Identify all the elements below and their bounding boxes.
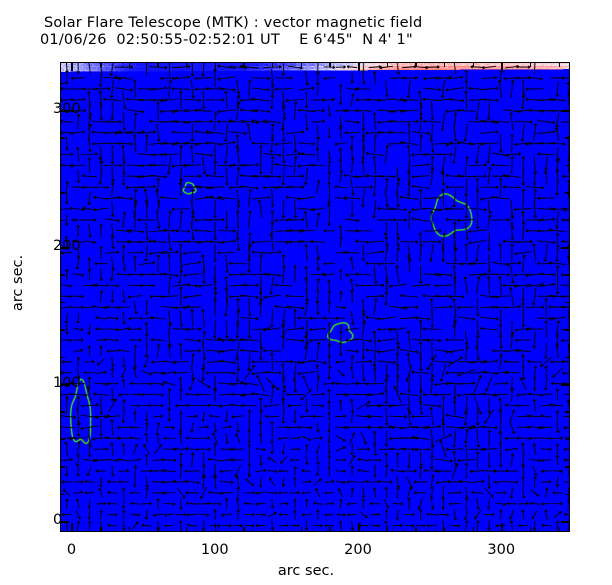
axis-tick	[128, 62, 131, 67]
axis-tick	[60, 356, 65, 358]
axis-tick	[60, 246, 69, 249]
axis-tick	[60, 109, 69, 112]
axis-tick	[60, 329, 65, 331]
axis-tick	[357, 523, 360, 532]
axis-tick	[415, 62, 417, 67]
axis-tick	[565, 411, 570, 413]
axis-tick	[561, 109, 570, 112]
axis-tick	[71, 523, 74, 532]
axis-tick	[565, 438, 570, 441]
axis-tick	[100, 62, 102, 67]
x-axis-title: arc sec.	[277, 563, 335, 579]
axis-tick-label: 100	[200, 542, 229, 558]
axis-tick	[157, 527, 159, 532]
axis-tick	[60, 301, 65, 304]
axis-tick	[565, 137, 570, 139]
axis-tick	[214, 523, 217, 532]
axis-tick	[157, 62, 159, 67]
axis-tick	[565, 329, 570, 331]
axis-tick	[272, 527, 274, 532]
axis-tick	[329, 62, 331, 67]
axis-tick	[501, 62, 503, 71]
axis-tick	[561, 384, 570, 386]
axis-tick	[565, 82, 570, 84]
axis-tick	[60, 219, 65, 221]
figure-title: Solar Flare Telescope (MTK) : vector mag…	[44, 15, 423, 31]
axis-tick	[565, 274, 570, 276]
axis-tick	[300, 527, 303, 532]
axis-tick	[60, 274, 65, 276]
axis-tick-label: 0	[66, 542, 77, 558]
axis-tick	[501, 523, 503, 532]
axis-tick	[472, 62, 474, 67]
axis-tick	[415, 527, 417, 532]
axis-tick	[561, 521, 570, 523]
magnetogram-canvas	[61, 63, 569, 531]
axis-tick	[561, 246, 570, 249]
axis-tick	[386, 527, 389, 532]
axis-tick	[100, 527, 102, 532]
axis-tick	[565, 164, 570, 167]
axis-tick	[60, 384, 69, 386]
axis-tick	[60, 466, 65, 468]
axis-tick	[60, 521, 69, 523]
axis-tick	[60, 438, 65, 441]
axis-tick	[558, 527, 560, 532]
axis-tick	[186, 527, 188, 532]
axis-tick	[329, 527, 331, 532]
axis-tick	[243, 62, 245, 67]
axis-tick	[443, 62, 446, 67]
axis-tick	[565, 466, 570, 468]
axis-tick	[565, 493, 570, 496]
axis-tick	[60, 493, 65, 496]
axis-tick	[60, 164, 65, 167]
axis-tick	[71, 62, 74, 71]
axis-tick	[565, 192, 570, 194]
axis-tick	[243, 527, 245, 532]
axis-tick	[565, 301, 570, 304]
axis-tick	[565, 356, 570, 358]
figure-subtitle: 01/06/26 02:50:55-02:52:01 UT E 6'45" N …	[40, 32, 413, 48]
axis-tick-label: 200	[344, 542, 372, 558]
axis-tick	[128, 527, 131, 532]
axis-tick	[472, 527, 474, 532]
axis-tick	[60, 192, 65, 194]
axis-tick	[558, 62, 560, 67]
axis-tick	[214, 62, 217, 71]
axis-tick	[529, 62, 532, 67]
axis-tick	[443, 527, 446, 532]
axis-tick	[60, 411, 65, 413]
y-axis-title: arc sec.	[10, 254, 26, 312]
axis-tick	[272, 62, 274, 67]
axis-tick	[300, 62, 303, 67]
axis-tick	[529, 527, 532, 532]
axis-tick	[386, 62, 389, 67]
axis-tick	[60, 137, 65, 139]
magnetogram-plot-area	[60, 62, 570, 532]
axis-tick	[357, 62, 360, 71]
axis-tick	[186, 62, 188, 67]
axis-tick	[565, 219, 570, 221]
axis-tick	[60, 82, 65, 84]
axis-tick-label: 300	[487, 542, 516, 558]
